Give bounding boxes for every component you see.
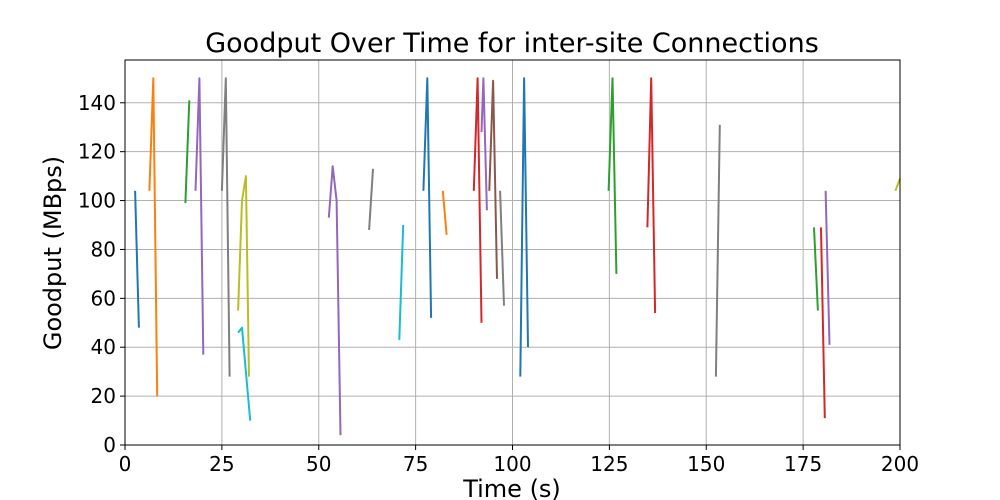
y-tick-label: 0 [103, 433, 116, 457]
connection-goodput-line [894, 178, 901, 192]
connection-goodput-line [398, 224, 405, 340]
connection-goodput-line [646, 77, 657, 314]
y-axis-ticks: 0 20 40 60 80 100 120 140 [78, 91, 125, 457]
connection-goodput-line [134, 190, 140, 328]
x-tick-label: 125 [590, 452, 628, 476]
connection-goodput-line [820, 227, 826, 419]
connection-goodput-line [607, 77, 618, 274]
connection-goodput-line [499, 190, 505, 306]
connection-goodput-line [148, 77, 159, 397]
connection-goodput-line [813, 227, 819, 311]
x-axis-label: Time (s) [462, 475, 561, 500]
y-tick-label: 20 [91, 384, 116, 408]
x-tick-label: 75 [403, 452, 428, 476]
connection-goodput-line [194, 77, 205, 355]
connection-goodput-line [519, 77, 529, 377]
y-tick-label: 80 [91, 237, 116, 261]
y-tick-label: 140 [78, 91, 116, 115]
connection-goodput-line [327, 165, 342, 436]
x-tick-label: 100 [493, 452, 531, 476]
connection-goodput-line [714, 124, 721, 377]
connection-goodput-line [441, 190, 448, 235]
plot-area-series [134, 77, 901, 436]
x-gridlines [124, 60, 901, 445]
y-axis-label: Goodput (MBps) [39, 156, 67, 350]
y-tick-label: 40 [91, 335, 116, 359]
connection-goodput-line [184, 100, 191, 204]
x-tick-label: 200 [881, 452, 919, 476]
connection-goodput-line [824, 190, 831, 345]
connection-goodput-line [480, 77, 488, 211]
y-tick-label: 100 [78, 189, 116, 213]
x-tick-label: 25 [209, 452, 234, 476]
y-tick-label: 120 [78, 140, 116, 164]
connection-goodput-line [488, 79, 498, 279]
x-tick-label: 175 [784, 452, 822, 476]
connection-goodput-line [237, 175, 250, 377]
x-tick-label: 50 [306, 452, 331, 476]
x-axis-ticks: 0 25 50 75 100 125 150 175 200 [119, 445, 919, 476]
connection-goodput-line [472, 77, 483, 323]
x-tick-label: 150 [687, 452, 725, 476]
connection-goodput-line [368, 168, 374, 230]
connection-goodput-line [422, 77, 433, 318]
y-tick-label: 60 [91, 286, 116, 310]
connection-goodput-line [220, 77, 231, 377]
connection-goodput-line [237, 326, 252, 421]
chart-title: Goodput Over Time for inter-site Connect… [205, 28, 819, 59]
x-tick-label: 0 [119, 452, 132, 476]
